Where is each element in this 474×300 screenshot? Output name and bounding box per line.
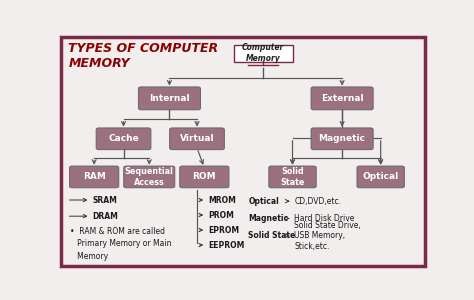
Text: RAM: RAM (82, 172, 106, 182)
Text: TYPES OF COMPUTER
MEMORY: TYPES OF COMPUTER MEMORY (68, 42, 219, 70)
Text: External: External (321, 94, 364, 103)
Text: Sequential
Access: Sequential Access (125, 167, 173, 187)
Text: SRAM: SRAM (92, 196, 117, 205)
Text: Magnetic: Magnetic (248, 214, 289, 223)
Text: Internal: Internal (149, 94, 190, 103)
Text: Virtual: Virtual (180, 134, 214, 143)
Text: Optical: Optical (248, 197, 279, 206)
FancyBboxPatch shape (234, 44, 293, 62)
Text: •  RAM & ROM are called
   Primary Memory or Main
   Memory: • RAM & ROM are called Primary Memory or… (70, 226, 172, 261)
Text: CD,DVD,etc.: CD,DVD,etc. (294, 197, 341, 206)
Text: DRAM: DRAM (92, 212, 118, 221)
FancyBboxPatch shape (180, 166, 229, 188)
Text: Optical: Optical (363, 172, 399, 182)
FancyBboxPatch shape (311, 128, 373, 150)
Text: Solid State Drive,
USB Memory,
Stick,etc.: Solid State Drive, USB Memory, Stick,etc… (294, 221, 361, 251)
Text: Solid State: Solid State (248, 231, 296, 240)
Text: PROM: PROM (208, 211, 234, 220)
FancyBboxPatch shape (269, 166, 316, 188)
Text: Computer
Memory: Computer Memory (242, 43, 284, 63)
FancyBboxPatch shape (170, 128, 224, 150)
Text: Cache: Cache (108, 134, 139, 143)
FancyBboxPatch shape (96, 128, 151, 150)
Text: Solid
State: Solid State (280, 167, 305, 187)
FancyBboxPatch shape (70, 166, 119, 188)
FancyBboxPatch shape (124, 166, 175, 188)
FancyBboxPatch shape (61, 37, 425, 266)
Text: MROM: MROM (208, 196, 236, 205)
Text: EPROM: EPROM (208, 226, 239, 235)
FancyBboxPatch shape (138, 87, 201, 110)
Text: ROM: ROM (192, 172, 216, 182)
FancyBboxPatch shape (357, 166, 404, 188)
Text: EEPROM: EEPROM (208, 241, 245, 250)
Text: Magnetic: Magnetic (319, 134, 365, 143)
Text: Hard Disk Drive: Hard Disk Drive (294, 214, 355, 223)
FancyBboxPatch shape (311, 87, 373, 110)
